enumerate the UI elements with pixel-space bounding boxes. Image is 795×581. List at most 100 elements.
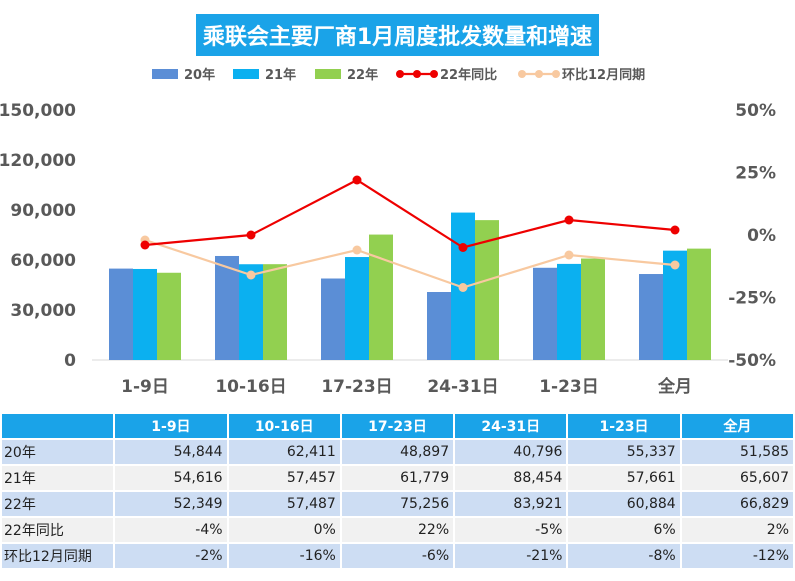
table-cell: 83,921 [453, 490, 569, 518]
line-series [144, 238, 676, 289]
table-cell: 88,454 [453, 464, 569, 492]
table-cell: 22% [339, 516, 456, 544]
legend-label: 20年 [184, 67, 215, 83]
bar [133, 268, 157, 360]
table-cell: 54,616 [113, 464, 229, 492]
bar [157, 272, 181, 360]
line-point [352, 175, 362, 185]
table-cell: 51,585 [679, 438, 795, 466]
combo-chart: 0 30,000 60,000 90,000 120,000 150,000 -50% -25… [0, 67, 776, 397]
table-cell: 60,884 [566, 490, 682, 518]
table-row: 22年 52,349 57,487 75,256 83,921 60,884 6… [0, 490, 795, 518]
line-point [564, 250, 574, 260]
table-cell: -2% [113, 542, 229, 570]
legend-label: 22年同比 [440, 67, 497, 83]
y-right-tick-label: -50% [728, 351, 776, 371]
legend-swatch [315, 69, 341, 79]
x-tick-label: 24-31日 [427, 377, 498, 397]
table-cell: 57,457 [226, 464, 342, 492]
table-corner [0, 412, 116, 440]
table-row: 20年 54,844 62,411 48,897 40,796 55,337 5… [0, 438, 795, 466]
table-cell: 65,607 [679, 464, 795, 492]
table-cell: -16% [226, 542, 342, 570]
y-right-tick-label: 25% [735, 164, 776, 184]
table-cell: 62,411 [226, 438, 342, 466]
line-point [246, 230, 256, 240]
table-cell: 61,779 [339, 464, 456, 492]
table-cell: 57,487 [226, 490, 342, 518]
bar [109, 268, 133, 360]
y-right-tick-label: 50% [735, 101, 776, 121]
line-point [458, 283, 468, 292]
table-cell: 75,256 [339, 490, 456, 518]
table-cell: 55,337 [566, 438, 682, 466]
bar [239, 264, 263, 360]
bar [533, 267, 557, 360]
line-point [458, 243, 468, 252]
table-row: 环比12月同期 -2% -16% -6% -21% -8% -12% [0, 542, 795, 570]
row-label: 环比12月同期 [0, 542, 116, 570]
legend-marker [396, 70, 404, 78]
y-left-tick-label: 90,000 [10, 201, 76, 221]
legend-marker [430, 70, 438, 78]
x-tick-label: 17-23日 [321, 377, 392, 397]
x-tick-label: 全月 [657, 376, 692, 397]
bar [581, 258, 605, 360]
table-header-cell: 24-31日 [453, 412, 569, 440]
y-left-tick-label: 150,000 [0, 101, 76, 121]
legend-marker [518, 70, 526, 78]
bar [215, 255, 239, 360]
table-cell: 6% [566, 516, 682, 544]
line-series [144, 178, 676, 249]
line-point [670, 260, 680, 270]
bar [321, 278, 345, 360]
bar [263, 264, 287, 360]
bar [557, 263, 581, 360]
bar [369, 234, 393, 360]
y-right-tick-label: -25% [728, 289, 776, 309]
y-left-tick-label: 60,000 [10, 251, 76, 271]
table-cell: 54,844 [113, 438, 229, 466]
bar [639, 274, 663, 360]
legend-swatch [233, 69, 259, 79]
line-point [670, 225, 680, 235]
row-label: 22年同比 [0, 516, 116, 544]
legend-label: 21年 [265, 67, 296, 83]
table-cell: 2% [679, 516, 795, 544]
legend-marker [552, 70, 560, 78]
table-cell: 52,349 [113, 490, 229, 518]
table-cell: -4% [113, 516, 229, 544]
table-cell: -21% [453, 542, 569, 570]
table-cell: -8% [566, 542, 682, 570]
x-tick-label: 10-16日 [215, 377, 286, 397]
legend-label: 环比12月同期 [562, 67, 645, 83]
table-cell: -6% [339, 542, 456, 570]
row-label: 20年 [0, 438, 116, 466]
y-right-tick-label: 0% [747, 226, 776, 246]
table-header-cell: 17-23日 [339, 412, 456, 440]
legend-label: 22年 [347, 67, 378, 83]
legend-marker [413, 70, 421, 78]
chart-title: 乘联会主要厂商1月周度批发数量和增速 [196, 14, 599, 56]
bar [687, 248, 711, 360]
line-point [564, 215, 574, 225]
table-header-cell: 1-9日 [113, 412, 229, 440]
data-table: 1-9日 10-16日 17-23日 24-31日 1-23日 全月 20年 5… [0, 412, 795, 570]
row-label: 22年 [0, 490, 116, 518]
table-row: 21年 54,616 57,457 61,779 88,454 57,661 6… [0, 464, 795, 492]
bar [427, 292, 451, 360]
table-cell: -5% [453, 516, 569, 544]
line-point [246, 270, 256, 280]
legend-swatch [152, 69, 178, 79]
bar [345, 257, 369, 360]
table-header-row: 1-9日 10-16日 17-23日 24-31日 1-23日 全月 [0, 412, 795, 440]
line-point [352, 245, 362, 255]
table-header-cell: 10-16日 [226, 412, 342, 440]
table-cell: 66,829 [679, 490, 795, 518]
row-label: 21年 [0, 464, 116, 492]
y-left-tick-label: 30,000 [10, 301, 76, 321]
table-cell: -12% [679, 542, 795, 570]
line-point [140, 240, 150, 250]
table-cell: 57,661 [566, 464, 682, 492]
y-left-tick-label: 120,000 [0, 151, 76, 171]
